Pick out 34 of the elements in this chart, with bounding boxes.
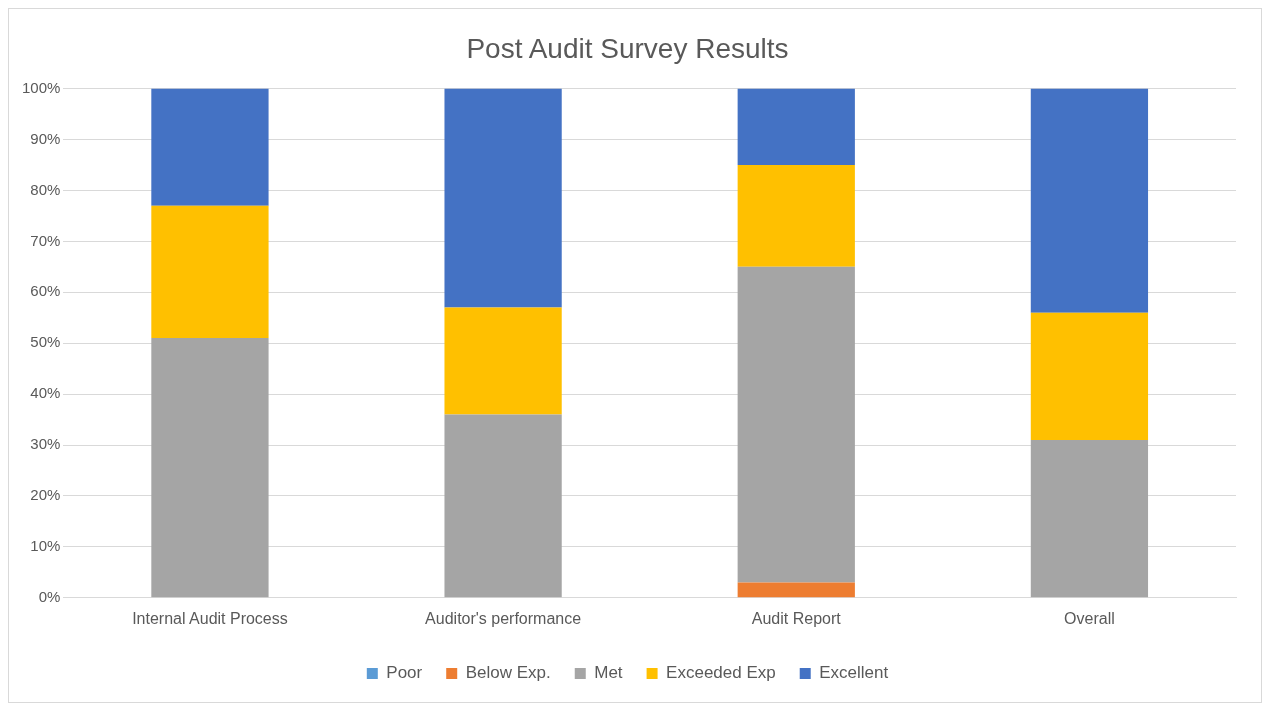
bar	[1030, 312, 1149, 440]
y-tick-label: 40%	[30, 384, 61, 402]
bar	[737, 164, 855, 267]
bar	[1030, 439, 1149, 598]
y-tick-label: 30%	[30, 435, 61, 453]
bar	[1030, 88, 1149, 313]
chart-title: Post Audit Survey Results	[466, 32, 789, 64]
y-tick-label: 80%	[30, 180, 61, 198]
bar	[151, 205, 269, 339]
bar	[444, 307, 562, 415]
legend-label: Below Exp.	[465, 663, 551, 683]
x-tick-label: Internal Audit Process	[132, 609, 288, 627]
x-tick-label: Auditor's performance	[425, 609, 582, 627]
bar	[444, 88, 562, 308]
x-tick-label: Audit Report	[751, 609, 842, 627]
bar	[151, 338, 269, 598]
bar	[737, 266, 855, 583]
legend-label: Poor	[386, 663, 423, 683]
bar	[151, 88, 269, 206]
bar	[737, 582, 855, 598]
legend-label: Excellent	[819, 663, 889, 683]
x-tick-label: Overall	[1064, 609, 1115, 627]
y-tick-label: 100%	[21, 78, 61, 96]
bar	[737, 88, 855, 165]
y-tick-label: 10%	[30, 537, 61, 555]
y-tick-label: 0%	[38, 587, 61, 605]
y-tick-label: 50%	[30, 333, 61, 351]
legend-label: Exceeded Exp	[666, 663, 776, 683]
bar	[444, 414, 562, 598]
y-tick-label: 70%	[30, 231, 61, 249]
y-tick-label: 60%	[30, 282, 61, 300]
y-tick-label: 90%	[30, 129, 61, 147]
y-tick-label: 20%	[30, 486, 61, 504]
legend-label: Met	[594, 663, 623, 683]
